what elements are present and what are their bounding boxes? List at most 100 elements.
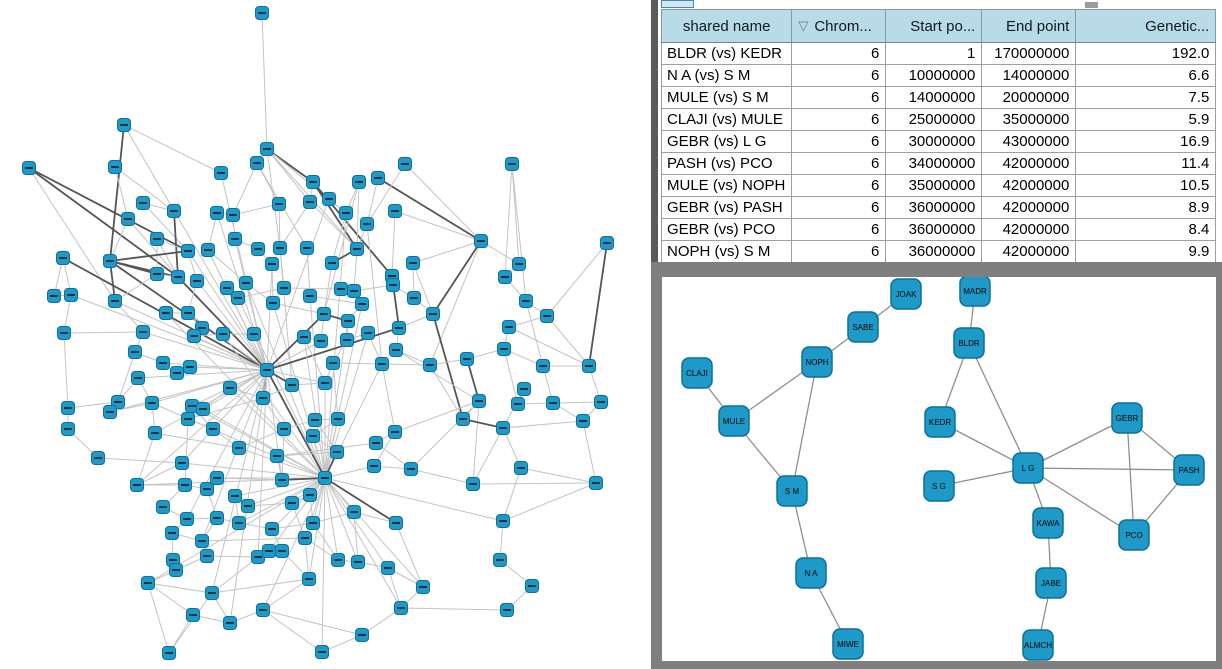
graph-edge[interactable] — [324, 477, 424, 588]
graph-edge[interactable] — [123, 124, 222, 174]
graph-edge[interactable] — [232, 162, 258, 216]
network-node[interactable] — [61, 422, 75, 436]
graph-edge[interactable] — [234, 238, 268, 371]
table-cell[interactable]: 6 — [791, 42, 887, 65]
table-cell[interactable]: 20000000 — [981, 86, 1077, 109]
network-node[interactable] — [297, 330, 311, 344]
network-node[interactable] — [511, 397, 525, 411]
network-node[interactable] — [497, 342, 511, 356]
network-node[interactable] — [56, 251, 70, 265]
graph-edge[interactable] — [142, 331, 268, 371]
graph-edge[interactable] — [67, 401, 119, 409]
node-shape[interactable] — [847, 311, 879, 343]
graph-edge[interactable] — [377, 177, 482, 242]
network-node[interactable]: MULE — [718, 405, 750, 437]
graph-edge[interactable] — [332, 362, 339, 420]
graph-edge[interactable] — [511, 163, 527, 302]
table-row[interactable]: NOPH (vs) S M 6 36000000 42000000 9.9 — [660, 240, 1217, 263]
network-node[interactable] — [223, 381, 237, 395]
graph-edge[interactable] — [356, 181, 360, 250]
graph-edge[interactable] — [137, 369, 268, 379]
network-node[interactable] — [108, 294, 122, 308]
network-node[interactable] — [330, 445, 344, 459]
network-node[interactable] — [103, 254, 117, 268]
network-node[interactable] — [275, 473, 289, 487]
network-node[interactable]: ALMCH — [1022, 629, 1054, 661]
node-shape[interactable] — [795, 557, 827, 589]
table-cell[interactable]: 6 — [791, 130, 887, 153]
graph-edge[interactable] — [147, 582, 194, 616]
graph-edge[interactable] — [147, 582, 170, 654]
network-node[interactable] — [91, 451, 105, 465]
network-node[interactable] — [315, 645, 329, 659]
table-row[interactable]: CLAJI (vs) MULE 6 25000000 35000000 5.9 — [660, 108, 1217, 131]
network-node[interactable] — [505, 157, 519, 171]
graph-edge[interactable] — [321, 477, 326, 653]
network-node[interactable] — [460, 352, 474, 366]
network-node[interactable] — [326, 356, 340, 370]
network-node[interactable] — [200, 482, 214, 496]
network-node[interactable] — [389, 516, 403, 530]
graph-edge[interactable] — [266, 263, 273, 371]
network-node[interactable] — [228, 232, 242, 246]
network-node[interactable] — [260, 363, 274, 377]
graph-edge[interactable] — [324, 477, 504, 522]
graph-edge[interactable] — [412, 262, 434, 315]
network-node[interactable] — [367, 459, 381, 473]
graph-edge[interactable] — [404, 163, 482, 242]
graph-edge[interactable] — [266, 327, 400, 371]
network-node[interactable]: JOAK — [890, 278, 922, 310]
graph-edge[interactable] — [303, 336, 326, 479]
table-cell[interactable]: 36000000 — [885, 196, 983, 219]
node-shape[interactable] — [1022, 629, 1054, 661]
network-node[interactable] — [260, 142, 274, 156]
network-node[interactable] — [351, 555, 365, 569]
graph-edge[interactable] — [70, 294, 268, 371]
graph-edge[interactable] — [127, 218, 179, 278]
network-node[interactable] — [250, 156, 264, 170]
graph-edge[interactable] — [136, 432, 156, 486]
graph-edge[interactable] — [211, 578, 310, 594]
network-node[interactable] — [361, 326, 375, 340]
table-cell[interactable]: 42000000 — [981, 152, 1077, 175]
graph-edge[interactable] — [324, 477, 397, 524]
graph-edge[interactable] — [193, 335, 268, 371]
network-node[interactable] — [339, 206, 353, 220]
graph-edge[interactable] — [410, 400, 480, 470]
network-node[interactable] — [347, 284, 361, 298]
network-node[interactable] — [181, 306, 195, 320]
graph-edge[interactable] — [238, 447, 326, 479]
graph-edge[interactable] — [237, 287, 285, 299]
filter-icon[interactable]: ▽ — [798, 17, 809, 33]
network-node[interactable] — [298, 531, 312, 545]
graph-edge[interactable] — [283, 287, 342, 290]
graph-edge[interactable] — [1027, 417, 1128, 469]
network-node[interactable] — [148, 426, 162, 440]
network-node[interactable] — [525, 579, 539, 593]
graph-edge[interactable] — [187, 250, 268, 371]
graph-edge[interactable] — [114, 273, 158, 302]
network-node[interactable] — [303, 195, 317, 209]
graph-edge[interactable] — [266, 369, 326, 384]
network-node[interactable] — [456, 412, 470, 426]
network-node[interactable] — [514, 461, 528, 475]
table-cell[interactable]: 42000000 — [981, 174, 1077, 197]
network-node[interactable] — [331, 553, 345, 567]
column-header-end-point[interactable]: End point — [981, 9, 1077, 43]
table-cell[interactable]: 6 — [791, 218, 887, 241]
network-node[interactable]: S M — [776, 475, 808, 507]
network-node[interactable] — [141, 576, 155, 590]
graph-edge[interactable] — [238, 428, 285, 449]
table-cell[interactable]: 43000000 — [981, 130, 1077, 153]
graph-edge[interactable] — [791, 361, 818, 492]
table-row[interactable]: BLDR (vs) KEDR 6 1 170000000 192.0 — [660, 42, 1217, 65]
column-header-start-point[interactable]: Start po... — [885, 9, 983, 43]
network-node[interactable] — [231, 291, 245, 305]
network-node[interactable] — [64, 288, 78, 302]
network-node[interactable] — [117, 118, 131, 132]
network-node[interactable] — [262, 544, 276, 558]
table-row[interactable]: N A (vs) S M 6 10000000 14000000 6.6 — [660, 64, 1217, 87]
graph-edge[interactable] — [353, 511, 359, 563]
network-node[interactable] — [302, 572, 316, 586]
graph-edge[interactable] — [410, 468, 474, 485]
